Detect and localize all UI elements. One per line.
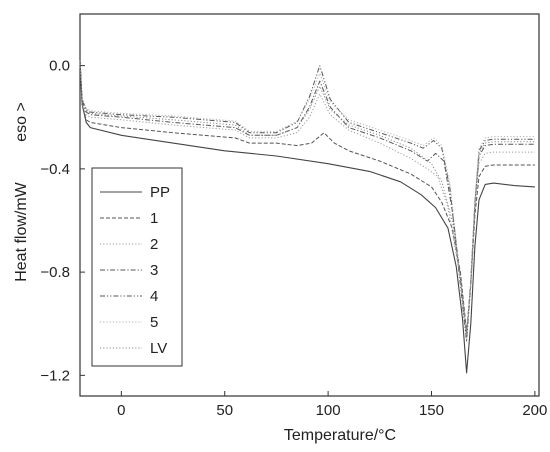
legend-box (91, 167, 183, 367)
y-tick-label: 0.0 (49, 58, 70, 75)
series-group (79, 60, 535, 374)
series-line-5 (79, 60, 535, 340)
plot-frame (79, 13, 540, 397)
x-tick-label: 0 (117, 402, 125, 419)
x-tick-label: 200 (522, 402, 547, 419)
legend-label-1: 1 (150, 210, 158, 227)
legend-label-pp: PP (150, 184, 170, 201)
y-tick-label: −0.8 (40, 264, 70, 281)
series-line-pp (79, 60, 535, 374)
y-axis-title: Heat flow/mW (13, 181, 30, 281)
x-tick-label: 150 (419, 402, 444, 419)
legend-label-lv: LV (150, 340, 167, 357)
x-tick-label: 100 (316, 402, 341, 419)
legend-label-2: 2 (150, 236, 158, 253)
legend-label-4: 4 (150, 288, 158, 305)
exo-annotation: eso > (13, 102, 30, 142)
y-tick-label: −0.4 (40, 161, 70, 178)
y-tick-label: −1.2 (40, 367, 70, 384)
series-line-1 (79, 60, 535, 332)
series-line-lv (79, 60, 535, 335)
axis-ticks: 0 50 100 150 200 0.0 −0.4 −0.8 −1.2 (40, 58, 547, 419)
legend: PP 1 2 3 4 5 LV (91, 167, 183, 367)
legend-label-3: 3 (150, 262, 158, 279)
legend-items: PP 1 2 3 4 5 LV (100, 184, 170, 357)
series-line-3 (79, 60, 535, 338)
x-axis-title: Temperature/°C (284, 427, 396, 444)
x-tick-label: 50 (216, 402, 233, 419)
legend-label-5: 5 (150, 314, 158, 331)
